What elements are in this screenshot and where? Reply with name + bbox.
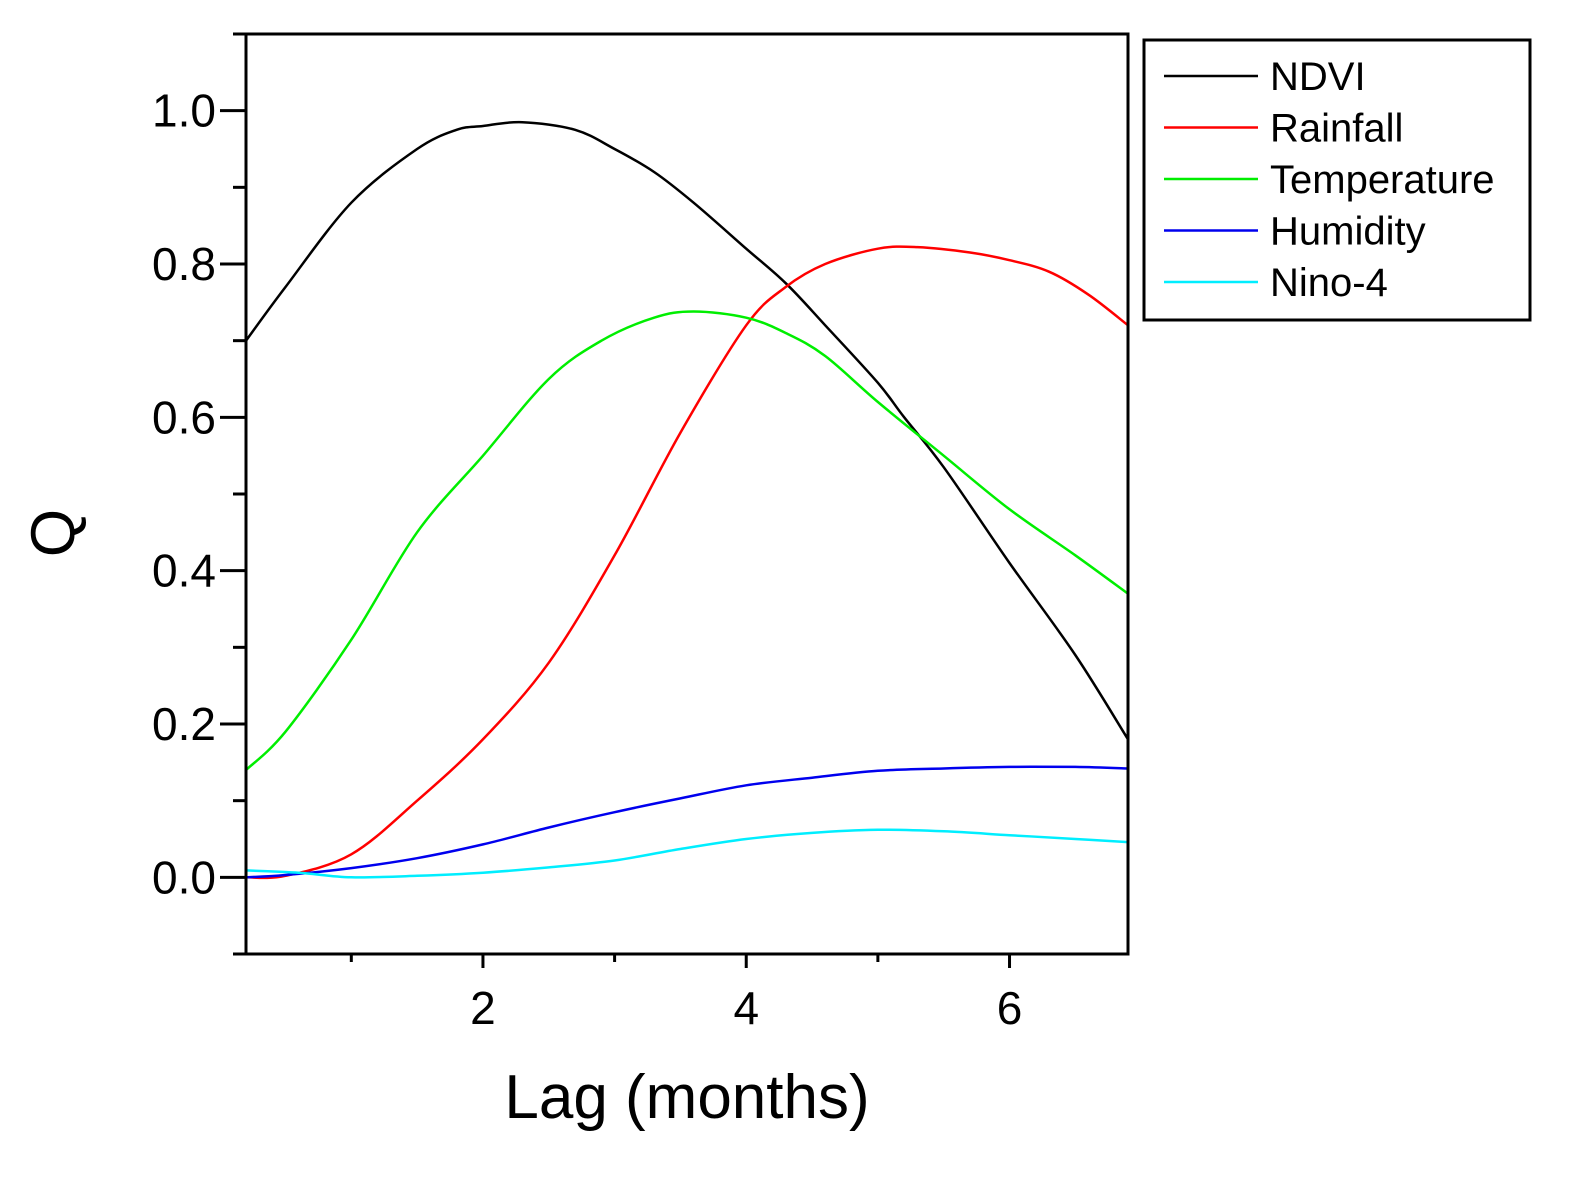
legend-item-humidity: Humidity <box>1164 210 1426 254</box>
legend-label: Rainfall <box>1270 107 1403 151</box>
legend-item-nino-4: Nino-4 <box>1164 261 1388 305</box>
y-tick-label: 0.8 <box>152 238 216 290</box>
series-line-ndvi <box>244 120 1130 740</box>
y-tick-label: 0.2 <box>152 698 216 750</box>
legend-label: Humidity <box>1270 210 1426 254</box>
x-tick-label: 2 <box>470 982 496 1034</box>
plot-frame <box>244 32 1130 956</box>
legend-label: Temperature <box>1270 158 1495 202</box>
x-axis-title: Lag (months) <box>504 1063 869 1132</box>
legend-item-temperature: Temperature <box>1164 158 1495 202</box>
y-tick-label: 1.0 <box>152 85 216 137</box>
series-line-nino-4 <box>245 828 1129 879</box>
y-tick-label: 0.0 <box>152 851 216 903</box>
series-line-temperature <box>245 310 1129 771</box>
legend-item-ndvi: NDVI <box>1164 55 1366 99</box>
series-line-rainfall <box>245 245 1129 880</box>
legend-item-rainfall: Rainfall <box>1164 107 1403 151</box>
legend: NDVI Rainfall Temperature Humidity Nino-4 <box>1142 38 1532 322</box>
y-tick-label: 0.6 <box>152 391 216 443</box>
legend-items: NDVI Rainfall Temperature Humidity Nino-4 <box>1164 55 1495 305</box>
x-tick-label: 4 <box>733 982 759 1034</box>
legend-label: Nino-4 <box>1270 261 1388 305</box>
series-layer <box>244 120 1130 880</box>
y-tick-label: 0.4 <box>152 545 216 597</box>
y-axis-title: Q <box>19 509 88 557</box>
axes-layer: 0.0 0.2 0.4 0.6 0.8 1.0 2 4 6 <box>152 32 1023 1034</box>
series-line-humidity <box>245 765 1129 879</box>
legend-label: NDVI <box>1270 55 1366 99</box>
x-tick-label: 6 <box>997 982 1023 1034</box>
